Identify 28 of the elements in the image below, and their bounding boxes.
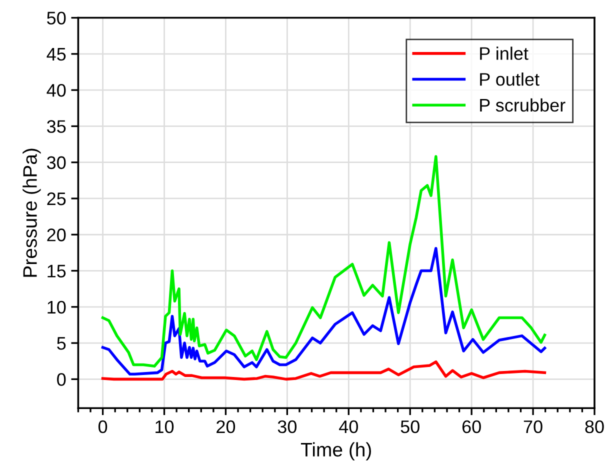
legend-label: P scrubber xyxy=(480,98,566,112)
y-tick-label: 50 xyxy=(47,12,66,25)
x-tick-label: 10 xyxy=(156,420,174,434)
legend-label: P outlet xyxy=(480,72,540,86)
x-axis-title: Time (h) xyxy=(300,442,371,460)
y-tick-label: 20 xyxy=(47,228,66,242)
x-tick-label: 20 xyxy=(216,420,236,434)
y-tick-label: 35 xyxy=(47,120,66,133)
x-tick-label: 60 xyxy=(462,420,481,434)
x-tick-label: 40 xyxy=(339,420,358,434)
x-tick-label: 70 xyxy=(524,420,542,434)
x-tick-label: 0 xyxy=(98,420,108,434)
line-series xyxy=(101,360,546,381)
y-tick-label: 30 xyxy=(47,156,66,170)
y-tick-label: 45 xyxy=(46,48,66,61)
y-tick-label: 40 xyxy=(46,84,66,97)
legend-label: P inlet xyxy=(480,46,528,60)
x-tick-label: 80 xyxy=(585,420,604,434)
x-tick-label: 30 xyxy=(278,420,297,434)
y-tick-label: 5 xyxy=(57,337,66,350)
x-tick-label: 50 xyxy=(400,420,420,434)
line-series xyxy=(101,155,546,368)
line-series xyxy=(101,246,546,376)
y-tick-label: 25 xyxy=(47,192,66,206)
y-tick-label: 10 xyxy=(48,300,66,314)
y-tick-label: 0 xyxy=(57,373,66,386)
y-tick-label: 15 xyxy=(48,264,66,278)
y-axis-title: Pressure (hPa) xyxy=(22,148,41,277)
